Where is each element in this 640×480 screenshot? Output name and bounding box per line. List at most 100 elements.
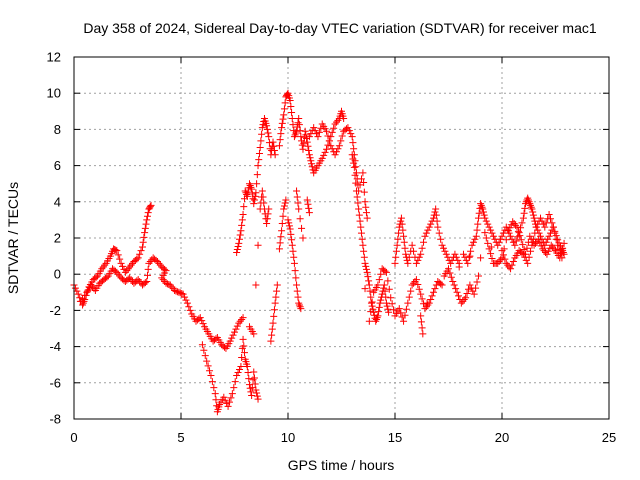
data-point (514, 227, 522, 235)
data-point (113, 268, 121, 276)
data-point (537, 214, 545, 222)
data-point (405, 293, 413, 301)
data-point (509, 258, 517, 266)
data-point (360, 178, 368, 186)
data-point (119, 262, 127, 270)
data-point (172, 287, 180, 295)
data-point (344, 124, 352, 132)
data-point (462, 256, 470, 264)
y-tick-label: 6 (54, 158, 61, 173)
data-point (296, 215, 304, 223)
data-point (331, 120, 339, 128)
data-point (549, 243, 557, 251)
data-point (206, 367, 214, 375)
y-tick-label: -6 (49, 375, 61, 390)
data-point (303, 138, 311, 146)
x-tick-label: 25 (602, 430, 616, 445)
data-point (113, 247, 121, 255)
data-point (239, 314, 247, 322)
data-point (103, 273, 111, 281)
data-point (300, 139, 308, 147)
data-point (263, 220, 271, 228)
data-point (527, 203, 535, 211)
data-point (479, 205, 487, 213)
data-point (529, 208, 537, 216)
data-point (128, 259, 136, 267)
data-point (508, 235, 516, 243)
data-point (394, 235, 402, 243)
data-point (277, 130, 285, 138)
data-point (487, 226, 495, 234)
y-axis-tick-labels: -8 -6 -4 -2 0 2 4 6 8 10 12 (47, 50, 61, 427)
data-point (502, 259, 510, 267)
data-point (84, 287, 92, 295)
data-point (212, 335, 220, 343)
data-point (500, 245, 508, 253)
data-point (545, 232, 553, 240)
data-point (140, 233, 148, 241)
data-point (321, 148, 329, 156)
data-point (395, 305, 403, 313)
data-point (228, 334, 236, 342)
data-point (171, 286, 179, 294)
data-point (548, 219, 556, 227)
data-point (254, 241, 262, 249)
data-point (146, 258, 154, 266)
data-point (289, 247, 297, 255)
data-point (372, 315, 380, 323)
data-point (233, 245, 241, 253)
data-point (520, 245, 528, 253)
data-point (423, 299, 431, 307)
data-point (485, 223, 493, 231)
data-point (239, 210, 247, 218)
data-point (393, 241, 401, 249)
data-point (333, 148, 341, 156)
data-point (464, 259, 472, 267)
data-point (311, 127, 319, 135)
data-point (556, 254, 564, 262)
data-point (527, 235, 535, 243)
data-point (313, 130, 321, 138)
data-point (388, 300, 396, 308)
data-point (455, 263, 463, 271)
data-point (529, 238, 537, 246)
data-point (447, 273, 455, 281)
data-point (384, 305, 392, 313)
data-point (358, 235, 366, 243)
data-point (361, 259, 369, 267)
data-point (474, 220, 482, 228)
y-tick-label: 2 (54, 231, 61, 246)
data-point (366, 287, 374, 295)
data-point (139, 238, 147, 246)
data-point (438, 241, 446, 249)
data-point (134, 254, 142, 262)
data-point (287, 102, 295, 110)
data-point (267, 337, 275, 345)
data-point (281, 199, 289, 207)
data-point (79, 299, 87, 307)
data-point (276, 239, 284, 247)
data-point (101, 261, 109, 269)
data-point (410, 247, 418, 255)
data-point (158, 274, 166, 282)
data-point (530, 214, 538, 222)
data-point (244, 369, 252, 377)
data-point (375, 303, 383, 311)
data-point (240, 203, 248, 211)
data-point (112, 246, 120, 254)
data-point (469, 287, 477, 295)
data-point (273, 281, 281, 289)
data-point (519, 214, 527, 222)
data-point (200, 346, 208, 354)
data-point (477, 200, 485, 208)
data-point (408, 281, 416, 289)
data-point (527, 247, 535, 255)
data-point (282, 196, 290, 204)
data-point (288, 115, 296, 123)
data-point (411, 277, 419, 285)
data-point (442, 250, 450, 258)
data-point (402, 250, 410, 258)
data-point (354, 199, 362, 207)
data-point (211, 390, 219, 398)
data-point (494, 259, 502, 267)
